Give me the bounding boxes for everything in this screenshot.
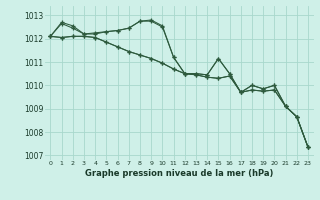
X-axis label: Graphe pression niveau de la mer (hPa): Graphe pression niveau de la mer (hPa) xyxy=(85,169,273,178)
